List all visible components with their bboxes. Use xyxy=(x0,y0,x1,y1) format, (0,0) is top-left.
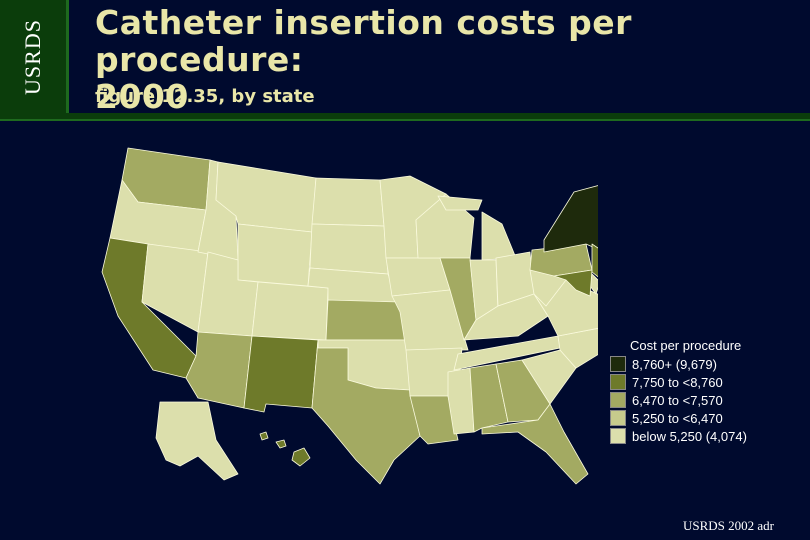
legend-swatch-1 xyxy=(610,356,626,372)
state-HI xyxy=(259,431,311,467)
usrds-tag-text: USRDS xyxy=(20,18,46,95)
title-line-2: 2000 xyxy=(95,77,189,116)
legend-swatch-3 xyxy=(610,392,626,408)
legend-label-3: 6,470 to <7,570 xyxy=(632,392,723,408)
state-NY xyxy=(543,185,598,253)
legend-swatch-2 xyxy=(610,374,626,390)
legend-item-3: 6,470 to <7,570 xyxy=(610,391,800,409)
state-TX xyxy=(311,339,421,485)
state-KS xyxy=(325,299,407,341)
source-footer: USRDS 2002 adr xyxy=(682,518,774,533)
legend-item-5: below 5,250 (4,074) xyxy=(610,427,800,445)
legend-label-4: 5,250 to <6,470 xyxy=(632,410,723,426)
state-ND xyxy=(311,177,385,227)
slide-title: Catheter insertion costs per procedure: … xyxy=(95,4,785,115)
state-AL xyxy=(469,363,509,433)
state-CO xyxy=(251,281,329,341)
state-FL xyxy=(481,403,589,485)
state-NM xyxy=(243,335,319,413)
state-MS xyxy=(447,367,475,435)
us-state-map xyxy=(101,147,598,485)
header-divider xyxy=(0,113,810,121)
legend-item-1: 8,760+ (9,679) xyxy=(610,355,800,373)
slide-subtitle: figure 12.35, by state xyxy=(95,86,315,107)
legend-swatch-4 xyxy=(610,410,626,426)
legend-label-2: 7,750 to <8,760 xyxy=(632,374,723,390)
map-legend: Cost per procedure 8,760+ (9,679) 7,750 … xyxy=(610,338,800,445)
legend-label-1: 8,760+ (9,679) xyxy=(632,356,717,372)
state-SD xyxy=(309,223,389,275)
state-IA xyxy=(385,257,451,297)
state-MD xyxy=(553,269,593,297)
state-NJ xyxy=(591,243,598,278)
state-AK xyxy=(155,401,239,481)
state-AZ xyxy=(185,331,253,409)
usrds-side-tag: USRDS xyxy=(0,0,69,113)
legend-swatch-5 xyxy=(610,428,626,444)
legend-label-5: below 5,250 (4,074) xyxy=(632,428,747,444)
legend-title: Cost per procedure xyxy=(630,338,742,353)
legend-item-2: 7,750 to <8,760 xyxy=(610,373,800,391)
state-WY xyxy=(237,223,313,287)
state-NC xyxy=(557,327,598,369)
state-LA xyxy=(409,395,459,445)
legend-item-4: 5,250 to <6,470 xyxy=(610,409,800,427)
title-line-1: Catheter insertion costs per procedure: xyxy=(95,3,632,79)
